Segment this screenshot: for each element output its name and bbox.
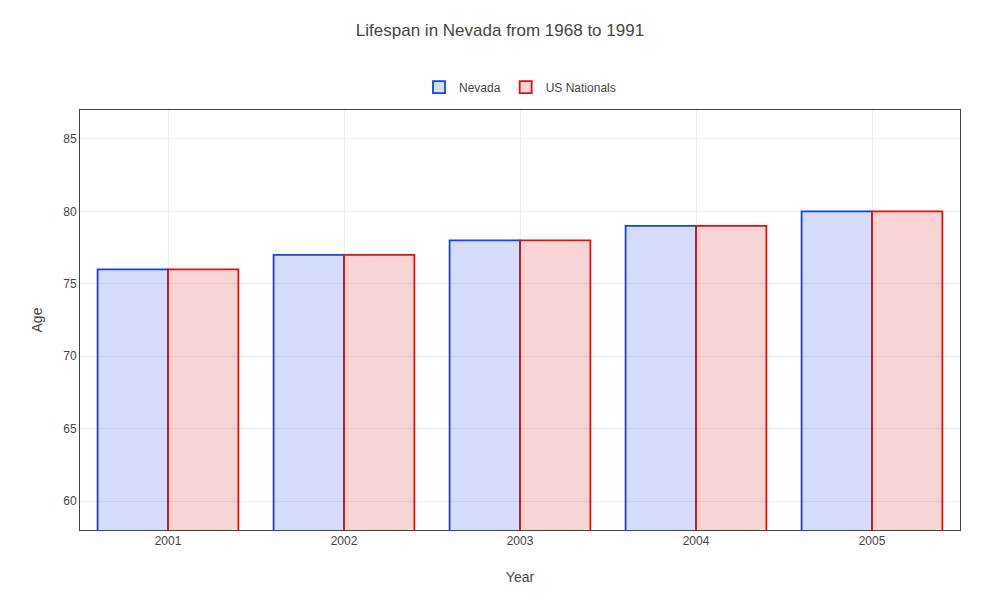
svg-text:70: 70	[63, 349, 77, 363]
svg-text:2002: 2002	[331, 534, 358, 548]
svg-text:2003: 2003	[507, 534, 534, 548]
svg-text:2005: 2005	[859, 534, 886, 548]
svg-text:75: 75	[63, 277, 77, 291]
svg-text:65: 65	[63, 422, 77, 436]
svg-text:80: 80	[63, 205, 77, 219]
svg-text:Lifespan in Nevada from 1968 t: Lifespan in Nevada from 1968 to 1991	[356, 21, 644, 40]
svg-text:2001: 2001	[155, 534, 182, 548]
svg-text:2004: 2004	[683, 534, 710, 548]
svg-text:Age: Age	[29, 307, 45, 332]
svg-text:60: 60	[63, 494, 77, 508]
svg-text:Nevada: Nevada	[459, 81, 501, 95]
svg-text:US Nationals: US Nationals	[546, 81, 616, 95]
svg-text:Year: Year	[506, 569, 535, 585]
svg-text:85: 85	[63, 132, 77, 146]
